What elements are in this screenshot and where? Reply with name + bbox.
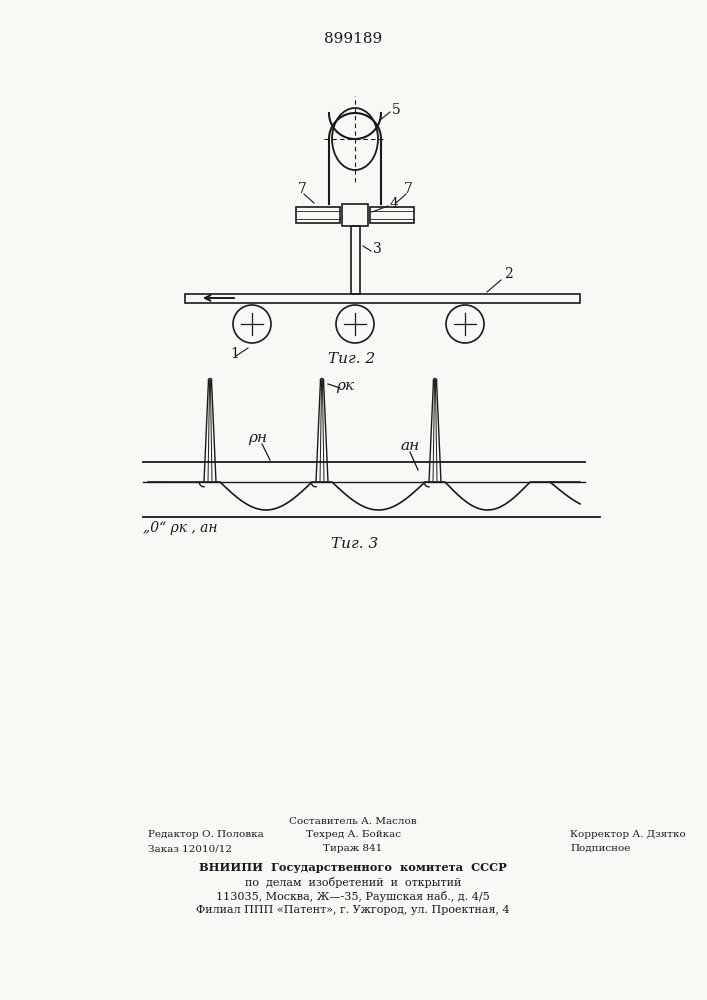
Text: Техред А. Бойкас: Техред А. Бойкас [305, 830, 400, 839]
Text: Составитель А. Маслов: Составитель А. Маслов [289, 817, 417, 826]
Text: ρк: ρк [336, 379, 354, 393]
Text: ВНИИПИ  Государственного  комитета  СССР: ВНИИПИ Государственного комитета СССР [199, 862, 507, 873]
Text: 5: 5 [392, 103, 401, 117]
Text: Корректор А. Дзятко: Корректор А. Дзятко [570, 830, 686, 839]
Text: 1: 1 [230, 347, 239, 361]
Text: Филиал ППП «Патент», г. Ужгород, ул. Проектная, 4: Филиал ППП «Патент», г. Ужгород, ул. Про… [196, 905, 510, 915]
Text: Τиг. 3: Τиг. 3 [332, 537, 379, 551]
Text: ρн: ρн [248, 431, 267, 445]
Text: Редактор О. Половка: Редактор О. Половка [148, 830, 264, 839]
Text: 899189: 899189 [324, 32, 382, 46]
Text: ан: ан [400, 439, 419, 453]
Text: 113035, Москва, Ж—-35, Раушская наб., д. 4/5: 113035, Москва, Ж—-35, Раушская наб., д.… [216, 891, 490, 902]
Text: 4: 4 [390, 197, 399, 211]
Text: Заказ 12010/12: Заказ 12010/12 [148, 844, 232, 853]
Text: Подписное: Подписное [570, 844, 631, 853]
Text: 7: 7 [404, 182, 413, 196]
Text: Τиг. 2: Τиг. 2 [328, 352, 375, 366]
Text: 7: 7 [298, 182, 307, 196]
Text: по  делам  изобретений  и  открытий: по делам изобретений и открытий [245, 877, 461, 888]
Text: Тираж 841: Тираж 841 [323, 844, 382, 853]
Text: „0“ ρк , ан: „0“ ρк , ан [143, 521, 218, 535]
Text: 2: 2 [504, 267, 513, 281]
Text: 3: 3 [373, 242, 382, 256]
